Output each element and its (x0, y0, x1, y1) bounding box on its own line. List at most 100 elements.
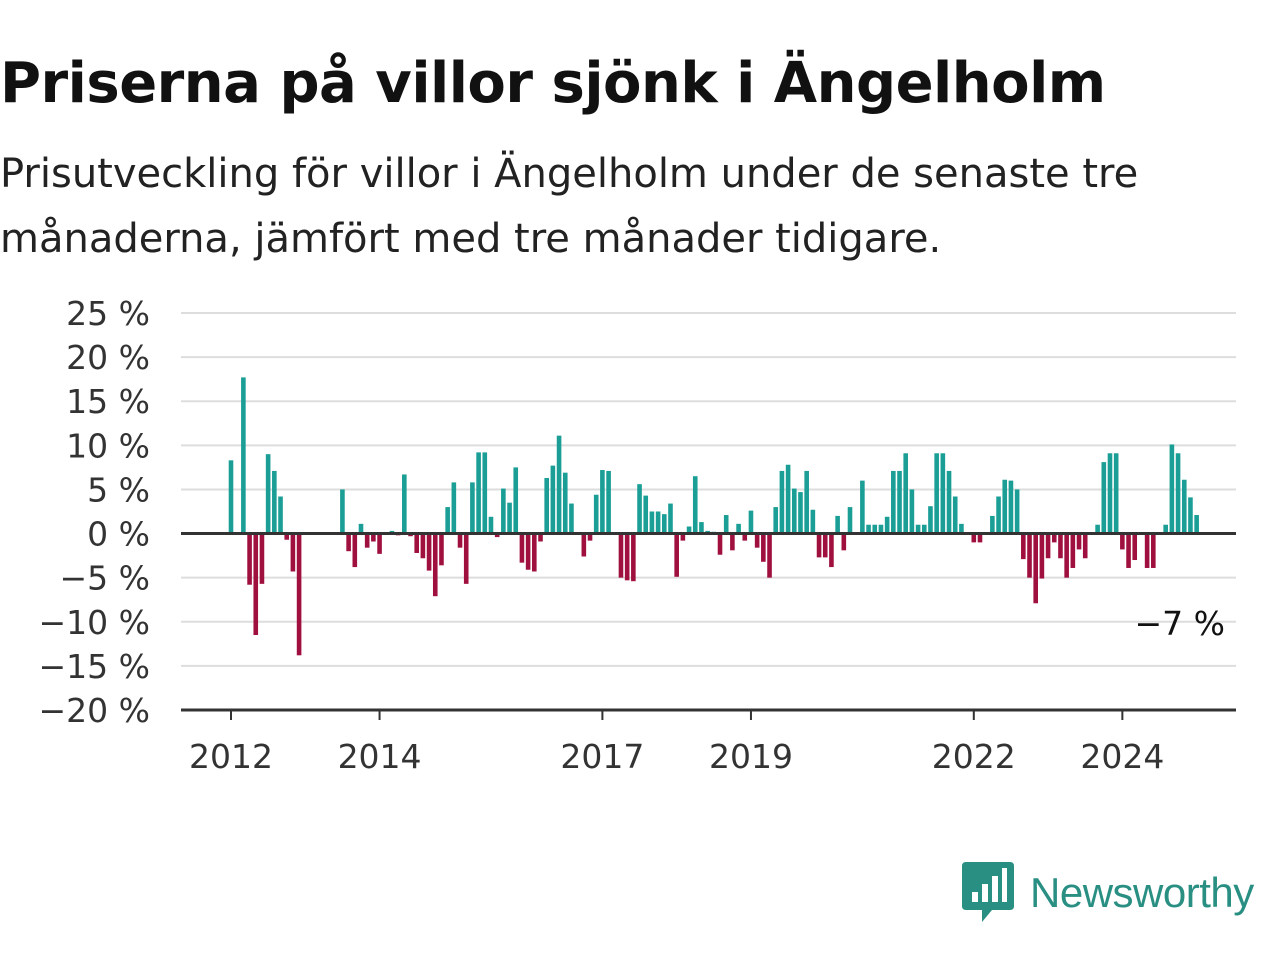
bar (699, 522, 704, 534)
bar (1163, 524, 1168, 534)
bar (1144, 533, 1150, 568)
bar (1021, 533, 1026, 560)
bar (519, 533, 525, 563)
bar (1033, 533, 1038, 604)
y-tick-label: 10 % (66, 426, 150, 465)
bar (569, 503, 574, 534)
bar (804, 470, 809, 534)
bar (1113, 453, 1119, 534)
bar (290, 533, 296, 572)
bar (538, 533, 543, 542)
bar (742, 533, 748, 541)
bar (1002, 479, 1008, 534)
bar (674, 533, 679, 577)
y-tick-label: 5 % (87, 470, 150, 509)
y-tick-label: −20 % (39, 691, 151, 730)
bar (643, 495, 649, 534)
bar (1082, 533, 1088, 559)
bar (841, 533, 847, 551)
bar (816, 533, 822, 558)
y-tick-label: −10 % (39, 603, 151, 642)
bar (507, 502, 512, 534)
y-tick-label: 15 % (66, 382, 150, 421)
bar (1058, 533, 1063, 559)
bar (822, 533, 828, 558)
bar (457, 533, 463, 548)
bar (860, 480, 865, 534)
bar (996, 496, 1001, 534)
bar (940, 453, 946, 534)
bar (587, 533, 593, 541)
bar (878, 524, 884, 534)
bar (971, 533, 977, 543)
bar (791, 488, 797, 534)
brand-logo: Newsworthy (962, 862, 1254, 924)
bar (470, 482, 475, 534)
bar (662, 514, 667, 534)
bar (1194, 515, 1199, 534)
bar (1027, 533, 1032, 578)
bar (785, 464, 791, 534)
bar (946, 470, 952, 534)
x-tick-label: 2024 (1080, 737, 1164, 776)
bar (420, 533, 426, 559)
bar (884, 516, 890, 534)
x-axis: 2012 2014 2017 2019 2022 2024 (189, 710, 1164, 776)
bar (278, 496, 283, 534)
bar (364, 533, 370, 548)
bar (618, 533, 624, 578)
bar (748, 510, 754, 534)
newsworthy-chart-bubble-icon (962, 862, 1014, 922)
bar (934, 453, 939, 534)
bar (872, 524, 878, 534)
bar (655, 511, 661, 534)
bar (340, 489, 345, 534)
bar (377, 533, 382, 554)
bar (1045, 533, 1051, 559)
bar (494, 533, 500, 538)
bar (1051, 533, 1057, 543)
bar (723, 515, 729, 534)
bar (513, 467, 519, 534)
bar (767, 533, 772, 578)
bar (606, 470, 611, 534)
bar (1169, 444, 1175, 534)
bar (532, 533, 537, 572)
bar (990, 515, 995, 534)
bar (891, 470, 896, 534)
bar (432, 533, 438, 597)
bar (296, 533, 302, 656)
bar (829, 533, 834, 568)
bar (977, 533, 983, 543)
brand-name: Newsworthy (1030, 869, 1254, 916)
bar (463, 533, 469, 584)
bar (798, 492, 803, 534)
bar (928, 506, 933, 534)
bar (680, 533, 686, 541)
bar (228, 460, 234, 534)
bar (754, 533, 760, 548)
bar (445, 507, 450, 534)
bar (909, 489, 915, 534)
bar (866, 524, 871, 534)
bar (259, 533, 265, 584)
bar (284, 533, 290, 540)
bar (903, 453, 909, 534)
bar (241, 377, 246, 534)
bar (736, 523, 741, 534)
bar (482, 452, 488, 534)
page-title: Priserna på villor sjönk i Ängelholm (0, 51, 1106, 116)
bar (1064, 533, 1069, 578)
bar (1151, 533, 1156, 568)
bar (1188, 497, 1193, 534)
grid-layer (181, 312, 1236, 667)
bar (897, 470, 902, 534)
bar (562, 472, 568, 534)
bar (1014, 489, 1020, 534)
bar (847, 507, 853, 534)
bar (371, 533, 376, 542)
bar (488, 516, 494, 534)
bars (228, 377, 1199, 656)
bar (835, 515, 840, 534)
bar (761, 533, 766, 562)
